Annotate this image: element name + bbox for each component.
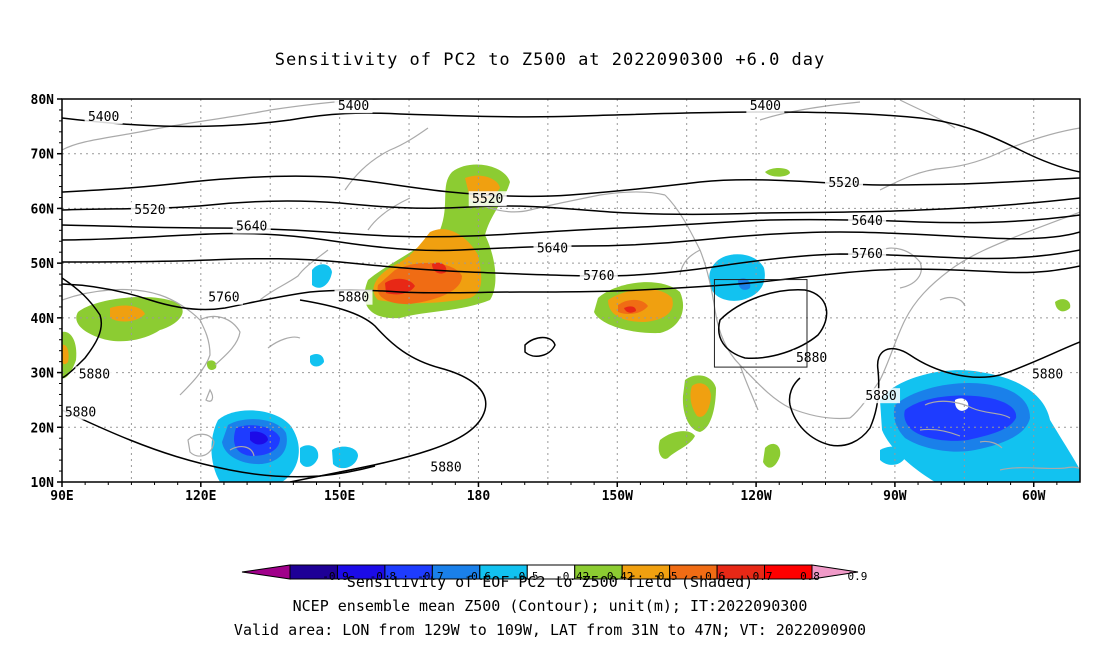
lat-tick-label: 50N	[31, 257, 55, 272]
lon-tick-label: 120E	[185, 489, 216, 504]
contour-5400	[62, 111, 1080, 173]
colorbar-tick-label: 0.5	[658, 570, 678, 583]
colorbar-tick-label: -0.42	[556, 570, 589, 583]
contour-label-bg	[533, 240, 572, 256]
contour-label: 5520	[472, 192, 503, 207]
lon-tick-label: 150E	[324, 489, 355, 504]
graticule	[62, 99, 1080, 482]
contour-label-bg	[232, 218, 271, 234]
contour-label: 5400	[88, 110, 119, 125]
positive-anomaly-pacific-north	[364, 164, 510, 319]
contour-label: 5880	[338, 291, 369, 306]
contour-label: 5760	[851, 247, 882, 262]
colorbar-max-arrow	[811, 564, 859, 580]
contour-label-bg	[334, 98, 373, 114]
contour-label-bg	[334, 289, 373, 305]
contour-5880-closed-a	[524, 336, 556, 357]
contour-label: 5400	[338, 99, 369, 114]
figure-title: Sensitivity of PC2 to Z500 at 2022090300…	[274, 50, 826, 70]
contour-5520-b	[62, 197, 1080, 216]
contour-label: 5880	[865, 389, 896, 404]
lat-tick-label: 40N	[31, 312, 55, 327]
contour-label: 5880	[430, 460, 461, 475]
contour-label-bg	[746, 98, 785, 114]
contour-label-bg	[130, 202, 169, 218]
contour-label: 5640	[236, 220, 267, 235]
colorbar-tick-label: -0.5	[512, 570, 539, 583]
colorbar-tick-label: 0.7	[753, 570, 773, 583]
contour-label: 5880	[796, 351, 827, 366]
lon-tick-label: 90E	[50, 489, 73, 504]
colorbar-tick-label: 0.42	[607, 570, 634, 583]
contour-label-bg	[84, 109, 123, 125]
contour-5880-closed-b	[718, 289, 828, 359]
colorbar-tick-label: 0.8	[800, 570, 820, 583]
lon-tick-label: 60W	[1022, 489, 1046, 504]
contour-labels: 5400 5400 5400 5520 5520 5520 5640 5640 5640 5760…	[61, 98, 1067, 475]
contour-label-bg	[427, 459, 466, 475]
footer-valid-area: Valid area: LON from 129W to 109W, LAT f…	[233, 621, 867, 639]
contour-label: 5880	[79, 367, 110, 382]
contour-label-bg	[61, 404, 100, 420]
colorbar-tick-label: -0.6	[465, 570, 492, 583]
contour-label: 5520	[828, 176, 859, 191]
positive-anomaly-subtropics	[62, 167, 1071, 468]
negative-anomaly-caribbean	[880, 370, 1080, 482]
contour-5880-main	[62, 277, 102, 379]
lon-tick-label: 90W	[883, 489, 907, 504]
lat-tick-label: 60N	[31, 202, 55, 217]
lon-tick-label: 120W	[740, 489, 771, 504]
lat-tick-label: 10N	[31, 476, 55, 491]
contour-5640-a	[62, 214, 1080, 238]
colorbar-tick-label: 0.6	[705, 570, 725, 583]
contour-label: 5640	[537, 241, 568, 256]
contour-label-bg	[468, 191, 507, 207]
lon-tick-label: 150W	[602, 489, 633, 504]
lat-tick-label: 30N	[31, 367, 55, 382]
lon-tick-label: 180	[467, 489, 491, 504]
contour-label-bg	[579, 267, 618, 283]
contour-label-bg	[75, 366, 114, 382]
contour-label: 5400	[750, 99, 781, 114]
valid-area-box	[713, 279, 808, 368]
colorbar-caption: Sensitivity of EOF PC2 to Z500 field (Sh…	[346, 573, 754, 591]
contour-label-bg	[825, 174, 864, 190]
colorbar-tick-label: 0.9	[848, 570, 868, 583]
lat-tick-label: 80N	[31, 93, 55, 108]
contour-label: 5880	[1032, 367, 1063, 382]
contour-label-bg	[1028, 366, 1067, 382]
contour-label: 5760	[208, 291, 239, 306]
contour-label-bg	[848, 245, 887, 261]
contour-label: 5760	[583, 269, 614, 284]
colorbar-tick-label: -0.9	[322, 570, 349, 583]
contour-label-bg	[204, 289, 243, 305]
footer-contour-info: NCEP ensemble mean Z500 (Contour); unit(…	[292, 597, 808, 615]
lat-tick-label: 70N	[31, 148, 55, 163]
contour-label: 5520	[134, 203, 165, 218]
sensitivity-shading	[62, 164, 1080, 482]
colorbar: -0.9 -0.8 -0.7 -0.6 -0.5 -0.42 0.42 0.5 0.6 0.7 0.…	[241, 564, 868, 583]
contour-label-bg	[848, 213, 887, 229]
contour-5880-sw	[62, 409, 376, 478]
contour-5880-east	[788, 341, 1080, 447]
lat-tick-label: 20N	[31, 421, 55, 436]
contour-label-bg	[862, 388, 901, 404]
contour-label: 5640	[851, 214, 882, 229]
contour-5880-pacific	[289, 299, 487, 482]
contour-5760-b	[62, 265, 1080, 311]
colorbar-tick-label: -0.8	[370, 570, 397, 583]
contour-label: 5880	[65, 406, 96, 421]
positive-anomaly-pacific-east	[594, 282, 684, 334]
contour-label-bg	[792, 349, 831, 365]
contour-5520-a	[62, 175, 1080, 198]
negative-anomaly-west-pacific	[211, 264, 358, 482]
colorbar-tick-label: -0.7	[417, 570, 444, 583]
